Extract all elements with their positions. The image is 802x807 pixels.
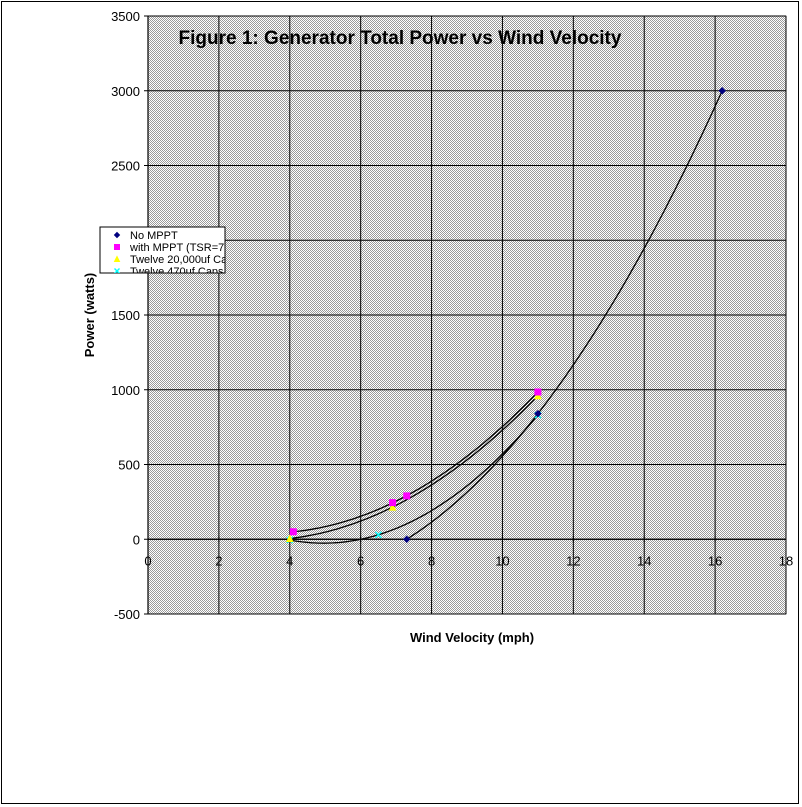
trendline: [289, 395, 539, 540]
data-point-square: [114, 244, 120, 250]
data-point-x: [114, 268, 120, 273]
x-tick-label: 8: [428, 553, 435, 568]
data-point-triangle: [534, 391, 542, 400]
x-tick-label: 14: [637, 553, 651, 568]
y-tick-label: -500: [114, 607, 140, 622]
data-point-diamond: [534, 409, 542, 418]
trend-curves: [289, 90, 723, 544]
legend-item: Twelve 20,000uf Caps: [113, 254, 239, 266]
data-point-square: [403, 492, 411, 500]
data-point-diamond: [718, 87, 726, 95]
data-point-square: [534, 388, 542, 396]
y-tick-label: 500: [118, 458, 140, 473]
trendline: [293, 391, 539, 533]
data-point-square: [289, 528, 297, 536]
x-tick-label: 6: [357, 553, 364, 568]
y-tick-label: 2500: [111, 159, 140, 174]
x-tick-label: 12: [566, 553, 580, 568]
legend-item: Twelve 470uf Caps: [114, 266, 224, 278]
chart-title: Figure 1: Generator Total Power vs Wind …: [179, 28, 622, 49]
legend-label: No MPPT: [130, 230, 178, 242]
legend-item: No MPPT: [113, 230, 178, 242]
data-point-x: [374, 531, 382, 539]
legend-item: with MPPT (TSR=7): [114, 242, 228, 254]
y-tick-label: 3000: [111, 84, 140, 99]
x-tick-label: 2: [215, 553, 222, 568]
y-tick-label: 1000: [111, 383, 140, 398]
data-point-diamond: [403, 535, 411, 543]
x-tick-label: 16: [708, 553, 722, 568]
legend-label: with MPPT (TSR=7): [129, 242, 228, 254]
trendline: [289, 414, 539, 544]
y-axis-title: Power (watts): [82, 273, 97, 358]
data-point-triangle: [113, 255, 121, 262]
legend-label: Twelve 470uf Caps: [130, 266, 224, 278]
x-tick-label: 18: [779, 553, 793, 568]
legend-box: [99, 226, 226, 274]
y-tick-label: 3500: [111, 9, 140, 24]
data-point-square: [389, 499, 397, 507]
x-tick-label: 10: [495, 553, 509, 568]
data-points: [285, 87, 726, 544]
data-point-triangle: [285, 534, 294, 543]
y-tick-label: 1500: [111, 308, 140, 323]
x-tick-label: 4: [286, 553, 293, 568]
legend-label: Twelve 20,000uf Caps: [130, 254, 239, 266]
data-point-diamond: [113, 231, 121, 239]
x-tick-label: 0: [144, 553, 151, 568]
data-point-triangle: [388, 502, 397, 511]
y-tick-label: 0: [133, 532, 140, 547]
trendline: [406, 90, 723, 540]
x-axis-title: Wind Velocity (mph): [410, 630, 534, 645]
